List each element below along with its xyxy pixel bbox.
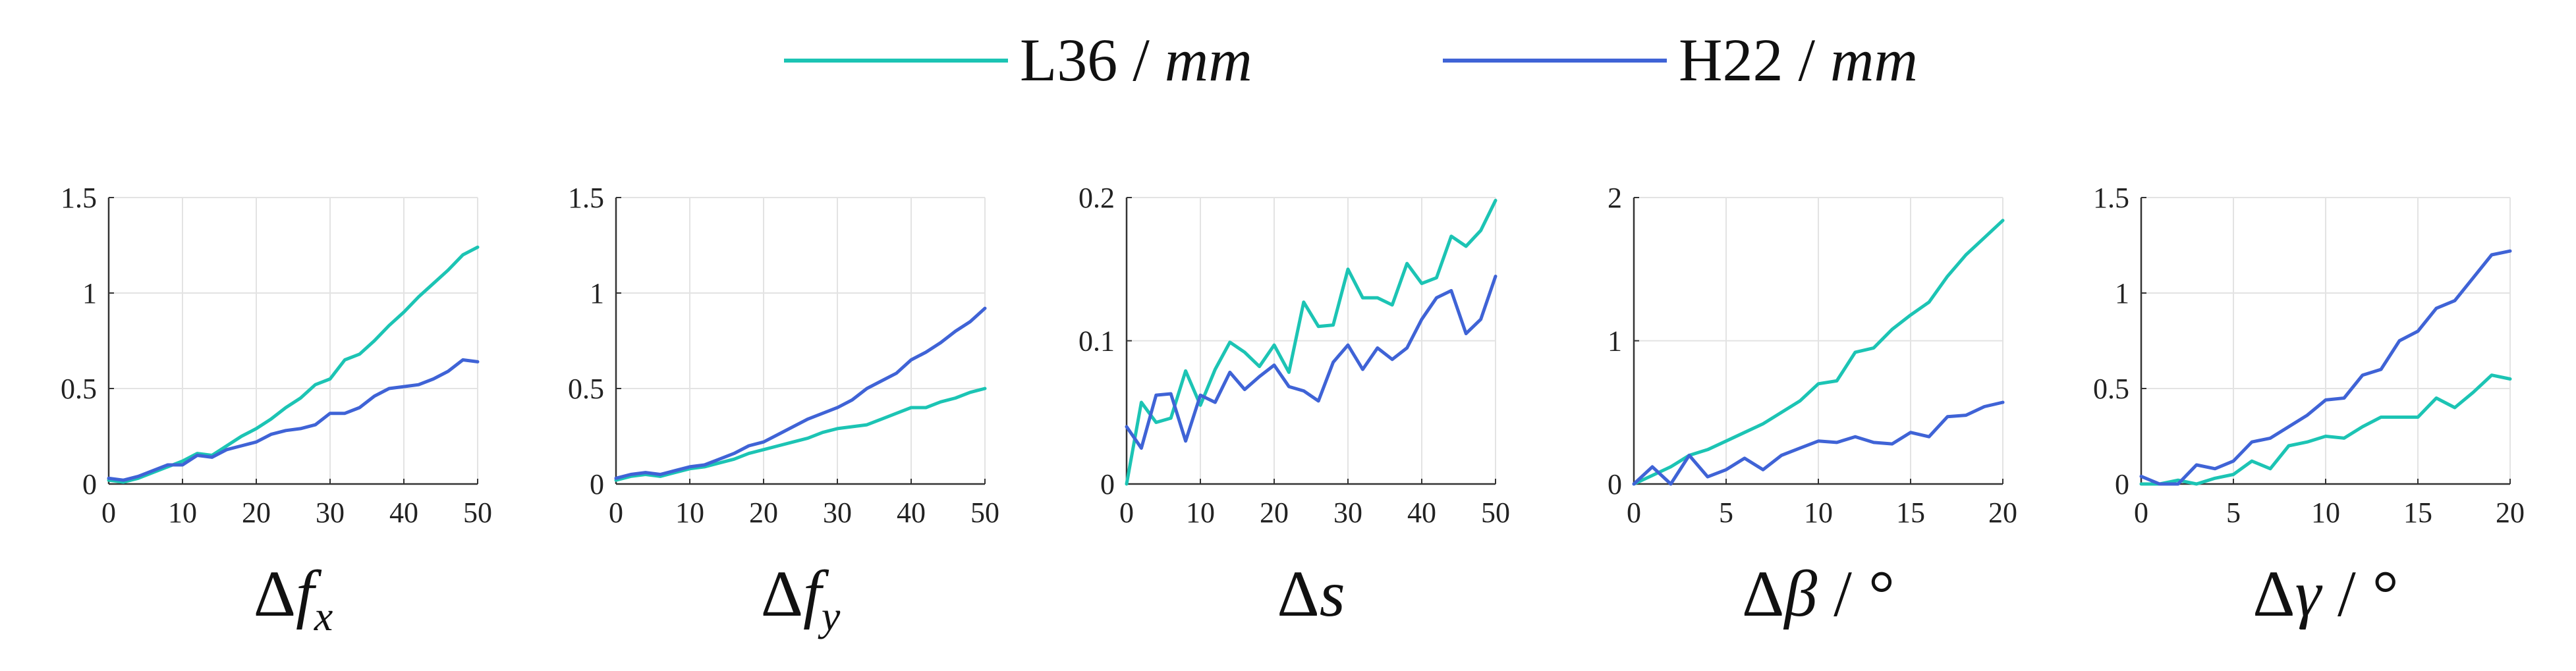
x-tick-label: 50 <box>1481 497 1510 529</box>
series-line-l36 <box>2139 373 2512 486</box>
x-axis-label: Δβ / ° <box>1742 557 1895 630</box>
series-line-h22 <box>1632 400 2005 486</box>
x-tick-label: 50 <box>970 497 999 529</box>
legend-label-h22: H22 / mm <box>1679 26 1918 94</box>
x-tick-label: 20 <box>749 497 778 529</box>
x-tick-label: 0 <box>101 497 116 529</box>
y-tick-label: 0 <box>590 468 604 500</box>
x-tick-label: 10 <box>1186 497 1215 529</box>
x-tick-label: 0 <box>1627 497 1641 529</box>
x-tick-label: 20 <box>242 497 271 529</box>
x-tick-label: 40 <box>897 497 926 529</box>
series-line-h22 <box>614 306 987 480</box>
x-tick-label: 40 <box>1407 497 1436 529</box>
x-axis-label: Δγ / ° <box>2253 557 2399 630</box>
y-tick-label: 1.5 <box>568 182 604 214</box>
x-tick-label: 10 <box>675 497 704 529</box>
chart-panel-5: 0 5 10 15 20 0 0.5 1 1.5 Δγ / ° <box>2093 182 2525 630</box>
x-tick-label: 0 <box>2134 497 2148 529</box>
y-tick-label: 0.1 <box>1078 325 1115 358</box>
y-tick-label: 0.2 <box>1078 182 1115 214</box>
y-tick-label: 1 <box>82 277 97 309</box>
x-tick-label: 10 <box>1804 497 1833 529</box>
legend-label-l36: L36 / mm <box>1020 26 1252 94</box>
y-tick-label: 0 <box>2115 468 2129 500</box>
series-line-l36 <box>107 245 480 484</box>
x-tick-label: 50 <box>463 497 492 529</box>
x-axis-label: Δfy <box>761 557 841 639</box>
series-line-l36 <box>614 387 987 482</box>
x-axis-label: Δfx <box>254 557 333 639</box>
series-line-h22 <box>1125 275 1498 450</box>
x-tick-label: 15 <box>1896 497 1925 529</box>
x-tick-label: 15 <box>2403 497 2432 529</box>
series-line-l36 <box>1632 219 2005 486</box>
x-tick-label: 30 <box>823 497 852 529</box>
y-tick-label: 0.5 <box>61 373 97 405</box>
x-tick-label: 5 <box>2226 497 2241 529</box>
chart-panel-4: 0 5 10 15 20 0 1 2 Δβ / ° <box>1608 182 2017 630</box>
y-tick-label: 0 <box>82 468 97 500</box>
y-tick-label: 1 <box>2115 277 2129 309</box>
x-tick-label: 20 <box>1260 497 1289 529</box>
series-line-h22 <box>107 358 480 482</box>
x-tick-label: 10 <box>2311 497 2340 529</box>
y-tick-label: 2 <box>1608 182 1622 214</box>
chart-panel-3: 0 10 20 30 40 50 0 0.1 0.2 Δs <box>1078 182 1510 630</box>
x-tick-label: 30 <box>316 497 345 529</box>
x-tick-label: 0 <box>609 497 623 529</box>
legend: L36 / mm H22 / mm <box>784 26 1918 94</box>
y-tick-label: 1.5 <box>2093 182 2129 214</box>
y-tick-label: 0 <box>1100 468 1115 500</box>
x-tick-label: 10 <box>168 497 197 529</box>
x-tick-label: 0 <box>1119 497 1134 529</box>
y-tick-label: 1 <box>1608 325 1622 358</box>
x-axis-label: Δs <box>1277 557 1345 630</box>
y-tick-label: 0.5 <box>2093 373 2129 405</box>
chart-panel-1: 0 10 20 30 40 50 0 0.5 1 1.5 Δfx <box>61 182 492 639</box>
x-tick-label: 5 <box>1719 497 1733 529</box>
y-tick-label: 1.5 <box>61 182 97 214</box>
y-tick-label: 0 <box>1608 468 1622 500</box>
x-tick-label: 30 <box>1333 497 1362 529</box>
x-tick-label: 20 <box>1988 497 2017 529</box>
y-tick-label: 0.5 <box>568 373 604 405</box>
chart-panel-2: 0 10 20 30 40 50 0 0.5 1 1.5 Δfy <box>568 182 999 639</box>
series-line-l36 <box>1125 198 1498 486</box>
x-tick-label: 20 <box>2496 497 2525 529</box>
y-tick-label: 1 <box>590 277 604 309</box>
x-tick-label: 40 <box>389 497 418 529</box>
series-line-h22 <box>2139 249 2512 486</box>
